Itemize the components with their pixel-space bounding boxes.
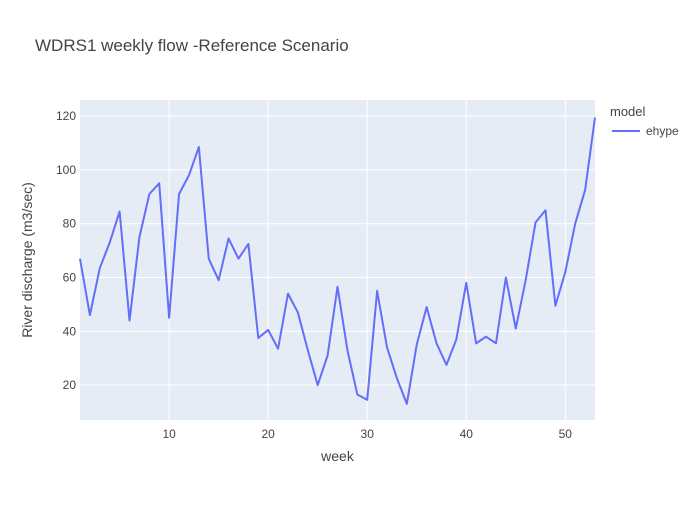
y-tick-label: 60: [63, 270, 77, 284]
y-tick-label: 40: [63, 324, 77, 338]
legend[interactable]: model ehype: [610, 104, 679, 138]
legend-title: model: [610, 104, 646, 119]
x-tick-label: 30: [361, 427, 375, 441]
x-tick-label: 10: [162, 427, 176, 441]
y-tick-label: 100: [56, 163, 76, 177]
y-tick-label: 20: [63, 378, 77, 392]
y-tick-label: 80: [63, 217, 77, 231]
plot-area: [80, 100, 595, 420]
x-tick-label: 40: [460, 427, 474, 441]
series-layer: [79, 117, 596, 405]
y-tick-labels: 20 40 60 80 100 120: [56, 109, 76, 392]
chart-title: WDRS1 weekly flow -Reference Scenario: [35, 36, 349, 55]
x-axis-label: week: [320, 448, 355, 464]
y-axis-label: River discharge (m3/sec): [19, 182, 35, 338]
x-tick-label: 20: [261, 427, 275, 441]
y-tick-label: 120: [56, 109, 76, 123]
legend-label-ehype[interactable]: ehype: [646, 124, 679, 138]
series-line-ehype[interactable]: [79, 117, 596, 405]
x-gridlines: [168, 100, 566, 420]
x-tick-labels: 10 20 30 40 50: [162, 427, 572, 441]
x-tick-label: 50: [559, 427, 573, 441]
